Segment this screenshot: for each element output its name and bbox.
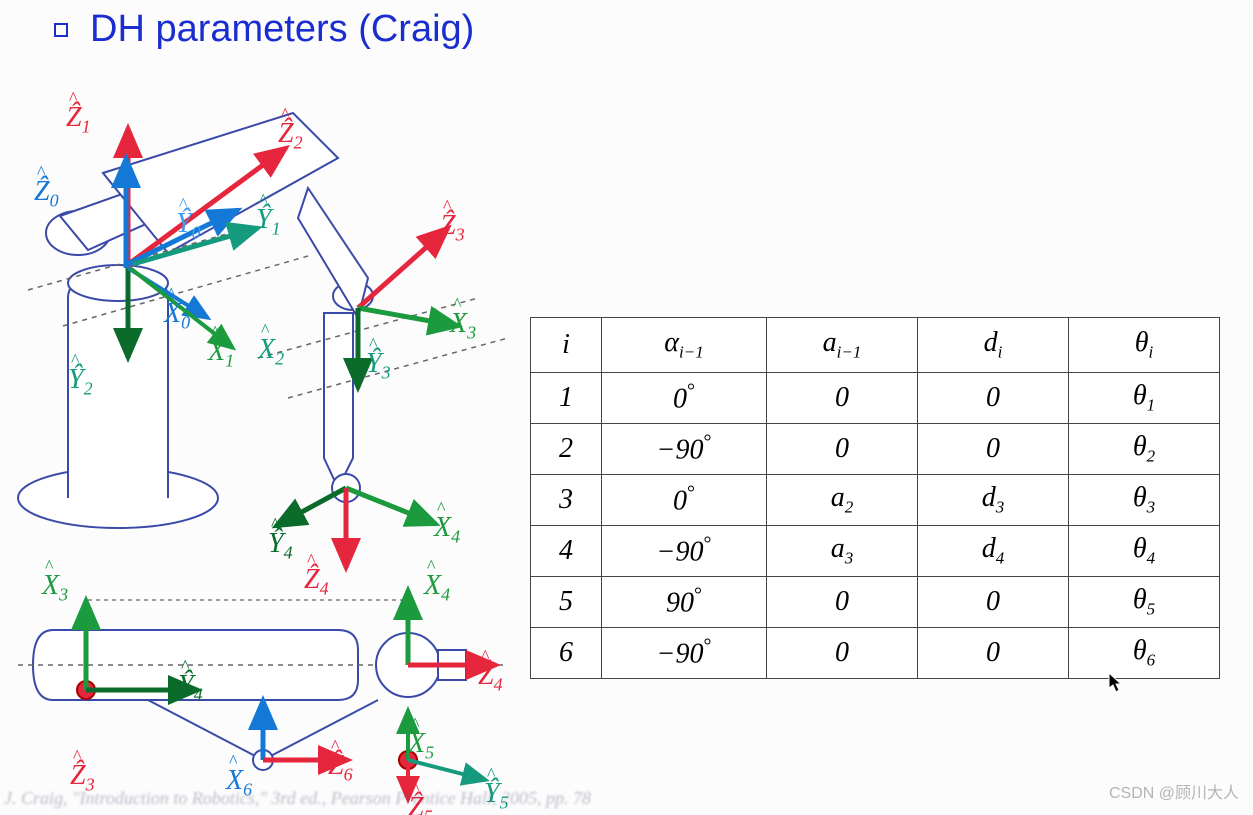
X0_hat: X0 — [164, 298, 190, 334]
cell-0-a: 0 — [767, 373, 918, 424]
Y3_hat: Ŷ3 — [366, 348, 391, 384]
cell-4-d: 0 — [918, 577, 1069, 628]
cell-1-i: 2 — [531, 424, 602, 475]
cell-3-i: 4 — [531, 526, 602, 577]
bullet-icon — [54, 23, 68, 37]
X3_hat: X3 — [450, 308, 476, 344]
cell-5-d: 0 — [918, 628, 1069, 679]
cell-3-alpha: −90° — [602, 526, 767, 577]
cell-1-theta: θ2 — [1069, 424, 1220, 475]
watermark: CSDN @顾川大人 — [1109, 779, 1239, 803]
title-row: DH parameters (Craig) — [54, 8, 474, 51]
X5_hat: X5 — [408, 728, 434, 764]
Z3_hat: Ẑ3 — [440, 210, 465, 246]
Z2_hat: Ẑ2 — [278, 118, 303, 154]
cell-1-d: 0 — [918, 424, 1069, 475]
cell-5-alpha: −90° — [602, 628, 767, 679]
cell-3-a: a3 — [767, 526, 918, 577]
col-header-3: di — [918, 318, 1069, 373]
dh-table: iαi−1ai−1diθi 10°00θ12−90°00θ230°a2d3θ34… — [530, 317, 1220, 679]
col-header-0: i — [531, 318, 602, 373]
Y4_hat: Ŷ4 — [268, 528, 293, 564]
col-header-2: ai−1 — [767, 318, 918, 373]
Y4l_hat: Ŷ4 — [178, 670, 203, 706]
table-row: 10°00θ1 — [531, 373, 1220, 424]
cell-0-theta: θ1 — [1069, 373, 1220, 424]
cell-4-alpha: 90° — [602, 577, 767, 628]
table-row: 2−90°00θ2 — [531, 424, 1220, 475]
cell-3-d: d4 — [918, 526, 1069, 577]
cell-0-i: 1 — [531, 373, 602, 424]
upper-axis-labels: Ẑ1Ẑ0Ẑ2Ŷ0Ŷ1Ẑ3X0X1X2X3Ŷ2Ŷ3Ŷ4X4Ẑ4 — [8, 58, 528, 578]
cursor-icon — [1108, 672, 1124, 694]
page-title: DH parameters (Craig) — [90, 8, 474, 51]
slide: DH parameters (Craig) Ẑ1 Ẑ0 Ẑ2 Ŷ0 Ŷ1 Ẑ3 X0 X1 X2… — [0, 0, 1253, 815]
Z6_hat: Ẑ6 — [328, 750, 353, 786]
table-row: 4−90°a3d4θ4 — [531, 526, 1220, 577]
footnote: J. Craig, "Introduction to Robotics," 3r… — [4, 788, 591, 809]
cell-0-alpha: 0° — [602, 373, 767, 424]
col-header-1: αi−1 — [602, 318, 767, 373]
cell-2-i: 3 — [531, 475, 602, 526]
col-header-4: θi — [1069, 318, 1220, 373]
cell-3-theta: θ4 — [1069, 526, 1220, 577]
X2_hat: X2 — [258, 334, 284, 370]
cell-5-i: 6 — [531, 628, 602, 679]
cell-2-alpha: 0° — [602, 475, 767, 526]
Z0_hat: Ẑ0 — [34, 176, 59, 212]
cell-0-d: 0 — [918, 373, 1069, 424]
Y0_hat: Ŷ0 — [176, 208, 201, 244]
cell-2-a: a2 — [767, 475, 918, 526]
cell-2-theta: θ3 — [1069, 475, 1220, 526]
Z4l_hat: Ẑ4 — [478, 660, 503, 696]
cell-5-theta: θ6 — [1069, 628, 1220, 679]
Y2_hat: Ŷ2 — [68, 364, 93, 400]
cell-1-a: 0 — [767, 424, 918, 475]
X4_hat: X4 — [434, 512, 460, 548]
table-row: 6−90°00θ6 — [531, 628, 1220, 679]
table-row: 30°a2d3θ3 — [531, 475, 1220, 526]
cell-2-d: d3 — [918, 475, 1069, 526]
X3l_hat: X3 — [42, 570, 68, 606]
X4l_hat: X4 — [424, 570, 450, 606]
Y1_hat: Ŷ1 — [256, 204, 281, 240]
table-row: 590°00θ5 — [531, 577, 1220, 628]
cell-4-a: 0 — [767, 577, 918, 628]
Z1_hat: Ẑ1 — [66, 102, 91, 138]
X1_hat: X1 — [208, 336, 234, 372]
cell-1-alpha: −90° — [602, 424, 767, 475]
cell-4-i: 5 — [531, 577, 602, 628]
cell-4-theta: θ5 — [1069, 577, 1220, 628]
cell-5-a: 0 — [767, 628, 918, 679]
lower-axis-labels: X3X4Ŷ4Ẑ4Ẑ3X6Ẑ6X5Ẑ5Ŷ5 — [8, 560, 528, 810]
dh-parameter-table: iαi−1ai−1diθi 10°00θ12−90°00θ230°a2d3θ34… — [530, 317, 1220, 679]
